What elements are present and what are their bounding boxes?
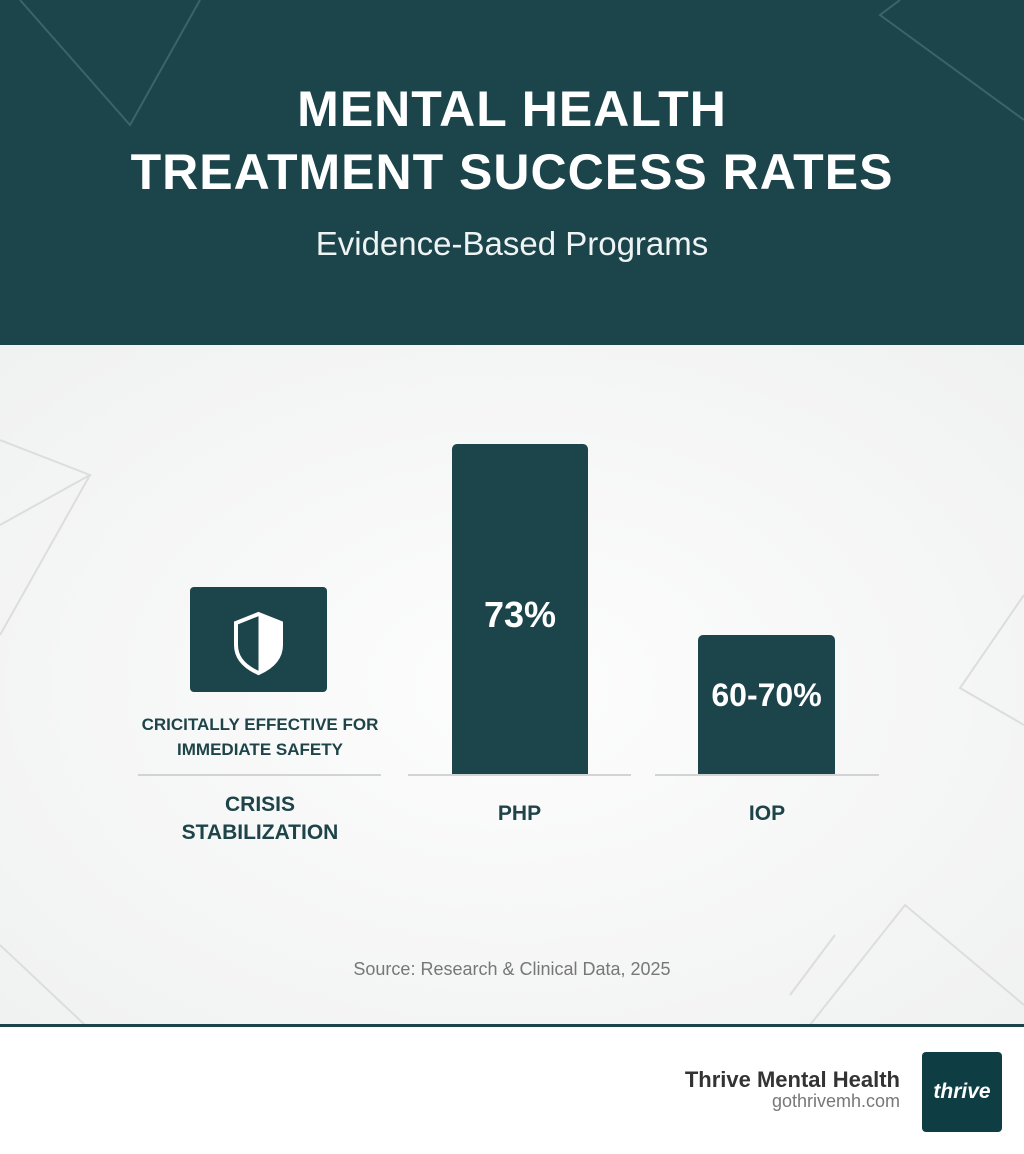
title-line-1: MENTAL HEALTH <box>297 81 727 137</box>
category-line: STABILIZATION <box>181 821 339 844</box>
category-label-crisis: CRISIS STABILIZATION <box>130 791 390 847</box>
category-label-php: PHP <box>497 802 542 825</box>
thrive-logo: thrive <box>922 1052 1002 1132</box>
brand-name: Thrive Mental Health <box>684 1067 900 1092</box>
chart-area: CRICITALLY EFFECTIVE FOR IMMEDIATE SAFET… <box>0 345 1024 1025</box>
bar-label-iop: 60-70% <box>711 677 822 713</box>
subtitle: Evidence-Based Programs <box>315 225 709 262</box>
bar-label-php: 73% <box>483 594 557 635</box>
title-line-2: TREATMENT SUCCESS RATES <box>130 144 894 200</box>
brand-url: gothrivemh.com <box>771 1091 900 1111</box>
decorative-lines <box>19 0 1024 127</box>
crisis-icon-box <box>190 587 327 692</box>
shield-icon <box>234 611 283 676</box>
category-line: CRISIS <box>224 793 295 816</box>
bar-php: 73% <box>452 444 588 775</box>
source-note: Source: Research & Clinical Data, 2025 <box>353 959 671 979</box>
header: MENTAL HEALTH TREATMENT SUCCESS RATES Ev… <box>0 0 1024 345</box>
baseline-php <box>408 774 631 776</box>
footer-divider <box>0 1024 1024 1027</box>
bar-iop: 60-70% <box>698 635 835 775</box>
decorative-lines <box>0 439 1024 1025</box>
baseline-crisis <box>138 774 381 776</box>
category-label-iop: IOP <box>748 802 786 825</box>
crisis-annotation: CRICITALLY EFFECTIVE FOR IMMEDIATE SAFET… <box>141 715 379 759</box>
baseline-iop <box>655 774 879 776</box>
footer: Thrive Mental Health gothrivemh.com thri… <box>0 1027 1024 1154</box>
